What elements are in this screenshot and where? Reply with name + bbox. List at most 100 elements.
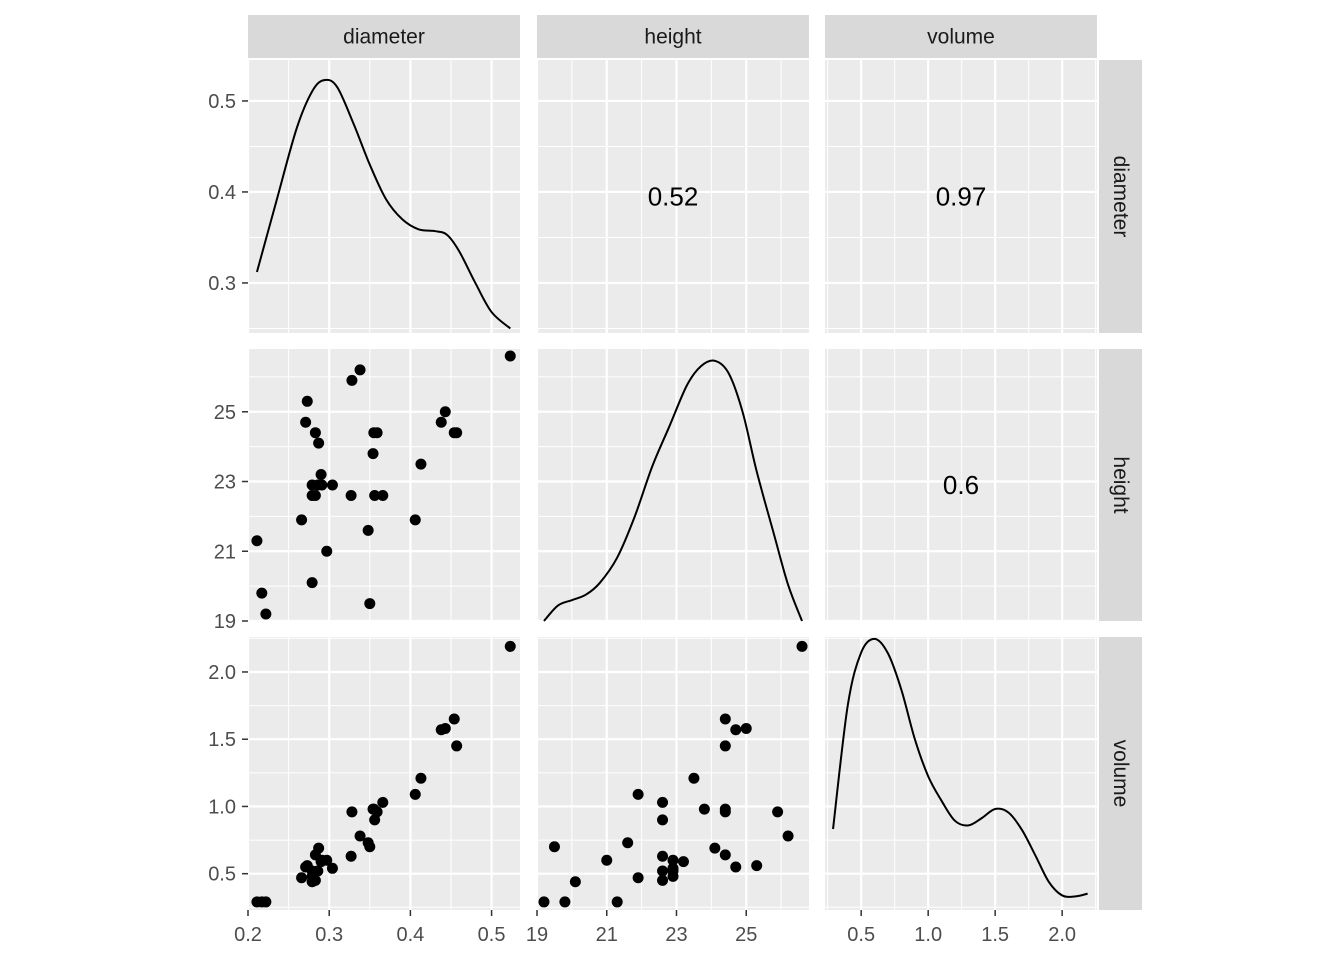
data-point	[377, 489, 389, 501]
strip-label-top: diameter	[343, 26, 425, 49]
data-point	[346, 374, 358, 386]
y-tick-label: 2.0	[208, 662, 236, 684]
panel-background	[825, 637, 1097, 910]
strip-right-height	[1099, 349, 1142, 621]
data-point	[354, 830, 366, 842]
data-point	[306, 865, 318, 877]
y-tick-label: 0.3	[208, 273, 236, 295]
y-tick-label: 25	[214, 402, 236, 424]
data-point	[296, 514, 308, 526]
panel-height-height	[535, 349, 809, 623]
data-point	[251, 535, 263, 547]
panel-volume-volume	[825, 637, 1097, 910]
data-point	[730, 724, 742, 736]
data-point	[740, 722, 752, 734]
data-point	[326, 479, 338, 491]
data-point	[256, 587, 268, 599]
data-point	[260, 608, 272, 620]
data-point	[313, 437, 325, 449]
data-point	[313, 842, 325, 854]
x-tick-label: 0.4	[396, 924, 424, 946]
data-point	[364, 841, 376, 853]
strip-label-right: diameter	[1109, 156, 1132, 238]
panel-height-volume	[825, 349, 1097, 623]
data-point	[306, 577, 318, 589]
data-point	[719, 740, 731, 752]
data-point	[260, 896, 272, 908]
panel-background	[537, 60, 809, 333]
data-point	[415, 458, 427, 470]
x-tick-label: 21	[596, 924, 618, 946]
data-point	[309, 874, 321, 886]
strip-label-right: height	[1109, 456, 1132, 513]
data-point	[354, 364, 366, 376]
data-point	[504, 640, 516, 652]
data-point	[316, 854, 328, 866]
data-point	[301, 395, 313, 407]
data-point	[321, 545, 333, 557]
data-point	[569, 876, 581, 888]
data-point	[369, 489, 381, 501]
strip-top-volume	[825, 15, 1097, 58]
data-point	[796, 640, 808, 652]
y-tick-label: 23	[214, 472, 236, 494]
x-tick-label: 2.0	[1048, 924, 1076, 946]
y-tick-label: 0.4	[208, 182, 236, 204]
x-tick-label: 1.5	[981, 924, 1009, 946]
panel-diameter-height	[535, 60, 809, 333]
y-tick-label: 21	[214, 541, 236, 563]
x-tick-label: 19	[526, 924, 548, 946]
panel-background	[825, 349, 1097, 621]
data-point	[709, 842, 721, 854]
data-point	[296, 872, 308, 884]
data-point	[632, 788, 644, 800]
data-point	[601, 854, 613, 866]
x-tick-label: 0.2	[234, 924, 262, 946]
data-point	[451, 427, 463, 439]
strip-label-right: volume	[1109, 740, 1132, 808]
data-point	[451, 740, 463, 752]
data-point	[559, 896, 571, 908]
panel-diameter-volume	[825, 60, 1097, 333]
strip-label-top: volume	[927, 26, 995, 49]
data-point	[315, 469, 327, 481]
data-point	[415, 772, 427, 784]
data-point	[300, 416, 312, 428]
data-point	[346, 806, 358, 818]
x-tick-label: 0.3	[315, 924, 343, 946]
data-point	[751, 860, 763, 872]
strip-top-height	[537, 15, 809, 58]
x-tick-label: 23	[665, 924, 687, 946]
data-point	[364, 598, 376, 610]
density-curve-height	[543, 359, 803, 622]
correlation-label: 0.97	[936, 182, 987, 212]
data-point	[326, 862, 338, 874]
panel-background	[248, 637, 520, 910]
data-point	[504, 350, 516, 362]
data-point	[409, 514, 421, 526]
y-tick-label: 0.5	[208, 864, 236, 886]
scatter-volume-vs-diameter	[251, 640, 516, 908]
data-point	[439, 722, 451, 734]
density-curve-diameter	[255, 78, 511, 330]
x-tick-label: 0.5	[478, 924, 506, 946]
data-point	[772, 806, 784, 818]
panel-height-diameter	[246, 349, 520, 623]
panel-background	[825, 60, 1097, 333]
data-point	[548, 841, 560, 853]
data-point	[377, 796, 389, 808]
data-point	[667, 854, 679, 866]
data-point	[345, 850, 357, 862]
density-curve-volume	[832, 637, 1088, 898]
data-point	[435, 416, 447, 428]
data-point	[448, 713, 460, 725]
data-point	[622, 837, 634, 849]
data-point	[611, 896, 623, 908]
data-point	[309, 489, 321, 501]
data-point	[719, 713, 731, 725]
data-point	[362, 524, 374, 536]
data-point	[439, 406, 451, 418]
strip-label-top: height	[644, 26, 701, 49]
panel-volume-diameter	[246, 637, 520, 910]
data-point	[538, 896, 550, 908]
